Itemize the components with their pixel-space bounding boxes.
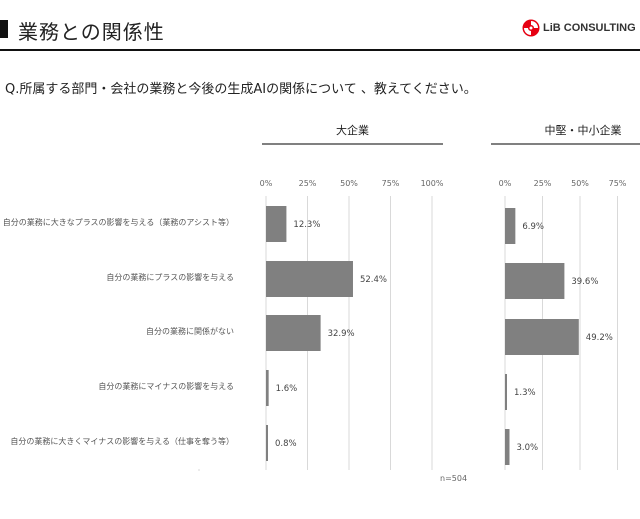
data-label: 1.3% xyxy=(514,388,536,398)
tick-label: 25% xyxy=(534,179,552,188)
bar xyxy=(266,206,287,242)
data-label: 1.6% xyxy=(276,384,298,394)
logo-swirl-icon xyxy=(522,19,540,37)
chart-title: 大企業 xyxy=(336,123,369,137)
category-label: 自分の業務に大きなプラスの影響を与える（業務のアシスト等） xyxy=(3,217,234,227)
header-rule xyxy=(0,49,640,51)
category-label: 自分の業務にプラスの影響を与える xyxy=(106,272,234,282)
bar xyxy=(505,208,516,244)
data-label: 52.4% xyxy=(360,275,387,285)
bar xyxy=(505,263,565,299)
tick-label: 50% xyxy=(571,179,589,188)
tick-label: 25% xyxy=(299,179,317,188)
sample-size-note: n=504 xyxy=(440,474,467,483)
bar xyxy=(266,370,269,406)
data-label: 12.3% xyxy=(293,220,320,230)
category-label: 自分の業務にマイナスの影響を与える xyxy=(98,381,234,391)
data-label: 32.9% xyxy=(328,329,355,339)
tick-label: 50% xyxy=(340,179,358,188)
logo-text: LiB CONSULTING xyxy=(543,22,636,34)
bar xyxy=(505,429,510,465)
chart-title-underline xyxy=(491,143,640,145)
question-text: Q.所属する部門・会社の業務と今後の生成AIの関係について 、教えてください。 xyxy=(5,82,477,97)
category-label: 自分の業務に大きくマイナスの影響を与える（仕事を奪う等） xyxy=(10,436,234,446)
bar xyxy=(266,315,321,351)
chart-title: 中堅・中小企業 xyxy=(545,123,622,137)
logo: LiB CONSULTING xyxy=(522,19,636,37)
data-label: 6.9% xyxy=(522,222,544,232)
bar xyxy=(266,261,353,297)
tick-label: 75% xyxy=(609,179,627,188)
title-marker xyxy=(0,20,8,38)
data-label: 3.0% xyxy=(517,443,539,453)
tick-label: 0% xyxy=(499,179,512,188)
bar xyxy=(505,374,507,410)
category-label: 自分の業務に関係がない xyxy=(146,326,234,336)
data-label: 39.6% xyxy=(571,277,598,287)
tick-label: 75% xyxy=(382,179,400,188)
data-label: 0.8% xyxy=(275,439,297,449)
tick-label: 100% xyxy=(421,179,444,188)
bar xyxy=(505,319,579,355)
page-title: 業務との関係性 xyxy=(18,20,165,44)
bar xyxy=(266,425,268,461)
data-label: 49.2% xyxy=(586,333,613,343)
tick-label: 0% xyxy=(260,179,273,188)
chart-title-underline xyxy=(262,143,443,145)
